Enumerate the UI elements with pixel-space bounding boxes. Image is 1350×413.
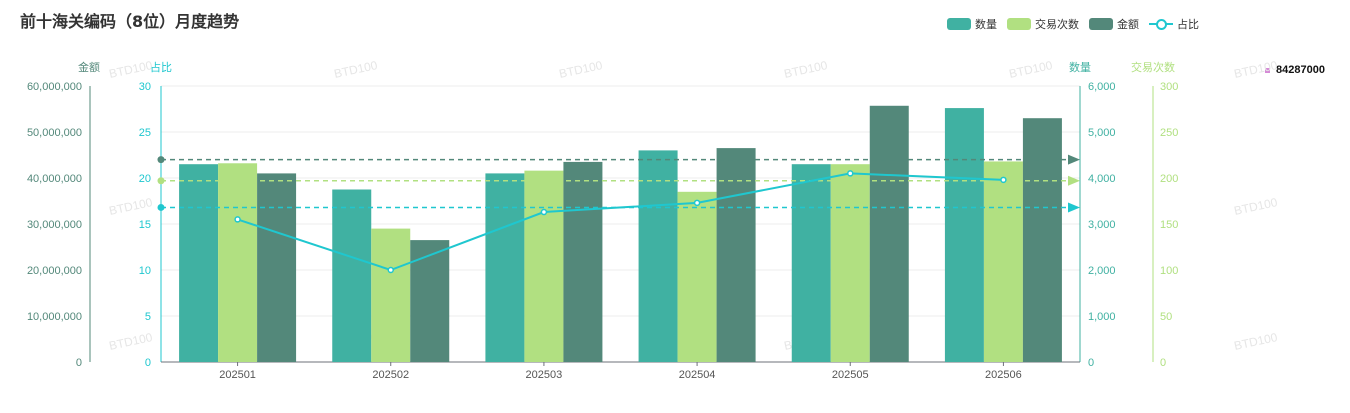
ratio-line: [237, 172, 1004, 272]
legend-item-count[interactable]: 交易次数: [1007, 16, 1079, 32]
quantity-tick-label: 0: [1088, 357, 1094, 369]
legend-swatch-count: [1007, 18, 1031, 30]
x-tick-label: 202505: [832, 369, 869, 381]
amount-tick-label: 10,000,000: [27, 311, 82, 323]
quantity-tick-label: 6,000: [1088, 81, 1116, 93]
ratio-point: [1000, 176, 1007, 184]
count-tick-label: 300: [1160, 81, 1178, 93]
watermark-text: BTD100: [1233, 330, 1279, 353]
bar-amount: [410, 240, 450, 362]
legend-item-ratio[interactable]: 占比: [1149, 16, 1199, 32]
legend-label-amount: 金额: [1117, 19, 1139, 31]
bar-amount: [716, 148, 756, 362]
quantity-axis-name: 数量: [1069, 61, 1091, 74]
bar-amount: [563, 161, 603, 362]
amount-axis-name: 金额: [78, 60, 100, 74]
average-line-arrow-amount: [1068, 154, 1080, 165]
bar-quantity: [332, 189, 372, 362]
legend-swatch-ratio: [1149, 18, 1173, 30]
count-tick-label: 250: [1160, 127, 1178, 139]
chart-title: 前十海关编码（8位）月度趋势: [20, 12, 240, 31]
side-note-dot: [1265, 67, 1270, 73]
ratio-point: [387, 266, 394, 274]
quantity-tick-label: 3,000: [1088, 219, 1116, 231]
ratio-tick-label: 5: [145, 311, 151, 323]
bar-quantity: [485, 173, 525, 362]
quantity-tick-label: 4,000: [1088, 173, 1116, 185]
bar-count: [371, 228, 411, 362]
bar-quantity: [791, 164, 831, 362]
ratio-point: [234, 216, 241, 223]
bar-amount: [257, 173, 297, 362]
watermark-text: BTD100: [333, 58, 379, 81]
amount-tick-label: 20,000,000: [27, 265, 82, 277]
legend-swatch-quantity: [947, 18, 971, 30]
side-note-label: 84287000: [1276, 64, 1325, 76]
count-tick-label: 100: [1160, 265, 1178, 277]
legend-label-count: 交易次数: [1035, 19, 1079, 31]
bar-count: [830, 164, 870, 362]
x-tick-label: 202502: [372, 369, 409, 381]
amount-tick-label: 30,000,000: [27, 219, 82, 231]
quantity-tick-label: 1,000: [1088, 311, 1116, 323]
quantity-tick-label: 5,000: [1088, 127, 1116, 139]
legend-label-quantity: 数量: [975, 19, 997, 31]
watermark-text: BTD100: [108, 330, 154, 353]
bar-quantity: [179, 164, 219, 362]
quantity-tick-label: 2,000: [1088, 265, 1116, 277]
ratio-axis-name: 占比: [150, 60, 172, 74]
ratio-tick-label: 10: [139, 265, 151, 277]
x-tick-label: 202503: [526, 369, 563, 381]
watermark-text: BTD100: [1233, 195, 1279, 218]
count-axis-name: 交易次数: [1131, 60, 1175, 74]
legend-item-quantity[interactable]: 数量: [947, 16, 997, 32]
bar-count: [983, 161, 1023, 362]
amount-tick-label: 50,000,000: [27, 127, 82, 139]
bar-count: [677, 191, 717, 362]
average-line-start-amount: [157, 156, 165, 164]
average-line-start-count: [157, 177, 165, 185]
x-tick-label: 202506: [985, 369, 1022, 381]
legend-item-amount[interactable]: 金额: [1089, 16, 1139, 32]
ratio-point: [693, 199, 701, 207]
ratio-tick-label: 30: [139, 81, 151, 93]
watermark-text: BTD100: [1008, 58, 1054, 81]
bar-quantity: [944, 108, 984, 362]
ratio-point: [540, 208, 548, 216]
bar-quantity: [638, 150, 678, 362]
ratio-point: [847, 170, 854, 177]
watermark-text: BTD100: [1233, 58, 1279, 81]
count-tick-label: 50: [1160, 311, 1172, 323]
ratio-tick-label: 0: [145, 357, 151, 369]
legend: 数量 交易次数 金额 占比: [947, 16, 1199, 32]
bar-amount: [869, 105, 909, 362]
side-note: 84287000: [1265, 64, 1325, 76]
average-line-arrow-count: [1068, 175, 1080, 186]
bar-amount: [1022, 118, 1062, 362]
ratio-tick-label: 15: [139, 219, 151, 231]
average-line-start-ratio: [157, 203, 165, 211]
amount-tick-label: 60,000,000: [27, 81, 82, 93]
x-tick-label: 202501: [219, 369, 256, 381]
average-line-arrow-ratio: [1068, 202, 1080, 213]
ratio-tick-label: 25: [139, 127, 151, 139]
count-tick-label: 0: [1160, 357, 1166, 369]
amount-tick-label: 0: [76, 357, 82, 369]
watermark-text: BTD100: [558, 58, 604, 81]
watermark-text: BTD100: [783, 58, 829, 81]
count-tick-label: 200: [1160, 173, 1178, 185]
ratio-tick-label: 20: [139, 173, 151, 185]
amount-tick-label: 40,000,000: [27, 173, 82, 185]
x-tick-label: 202504: [679, 369, 716, 381]
watermark-text: BTD100: [108, 58, 154, 81]
legend-label-ratio: 占比: [1177, 19, 1199, 31]
count-tick-label: 150: [1160, 219, 1178, 231]
bar-count: [524, 170, 564, 362]
legend-swatch-amount: [1089, 18, 1113, 30]
watermark-text: BTD100: [108, 195, 154, 218]
bar-count: [218, 163, 258, 362]
